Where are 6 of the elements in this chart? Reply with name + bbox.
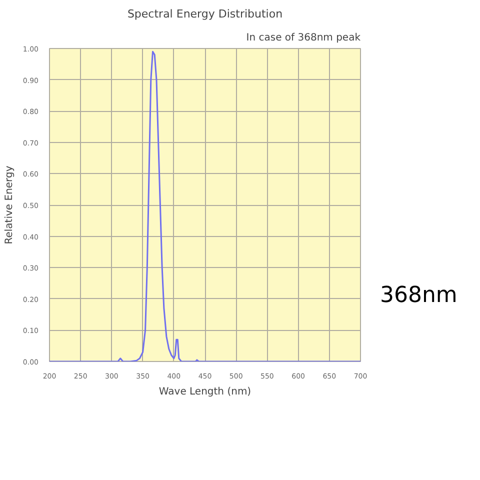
x-axis-title: Wave Length (nm) [158,386,252,398]
line-series [50,50,360,362]
text: 368nm [380,282,458,310]
chart-title: Spectral Energy Distribution [127,8,283,20]
chart-subtitle: In case of 368nm peak [246,32,361,44]
y-axis-title: Relative Energy [4,166,15,244]
